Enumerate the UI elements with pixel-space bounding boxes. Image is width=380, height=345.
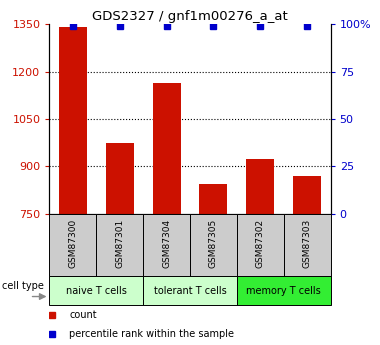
- Text: GSM87301: GSM87301: [115, 219, 124, 268]
- Text: naive T cells: naive T cells: [66, 286, 127, 296]
- Text: GSM87300: GSM87300: [68, 219, 78, 268]
- FancyBboxPatch shape: [49, 276, 143, 305]
- FancyBboxPatch shape: [284, 214, 331, 276]
- Text: cell type: cell type: [3, 281, 44, 291]
- Text: GSM87305: GSM87305: [209, 219, 218, 268]
- Text: GSM87304: GSM87304: [162, 219, 171, 268]
- Bar: [59, 27, 87, 345]
- FancyBboxPatch shape: [49, 214, 96, 276]
- Bar: [106, 143, 134, 345]
- Text: percentile rank within the sample: percentile rank within the sample: [69, 329, 234, 339]
- Bar: [200, 184, 228, 345]
- Bar: [293, 176, 321, 345]
- FancyBboxPatch shape: [96, 214, 143, 276]
- FancyBboxPatch shape: [237, 276, 331, 305]
- FancyBboxPatch shape: [143, 214, 190, 276]
- Text: memory T cells: memory T cells: [246, 286, 321, 296]
- FancyBboxPatch shape: [190, 214, 237, 276]
- Text: count: count: [69, 310, 97, 321]
- Text: tolerant T cells: tolerant T cells: [154, 286, 226, 296]
- Bar: [152, 83, 180, 345]
- FancyBboxPatch shape: [237, 214, 284, 276]
- FancyBboxPatch shape: [143, 276, 237, 305]
- Text: GSM87302: GSM87302: [256, 219, 265, 268]
- Title: GDS2327 / gnf1m00276_a_at: GDS2327 / gnf1m00276_a_at: [92, 10, 288, 23]
- Bar: [246, 159, 274, 345]
- Text: GSM87303: GSM87303: [302, 219, 312, 268]
